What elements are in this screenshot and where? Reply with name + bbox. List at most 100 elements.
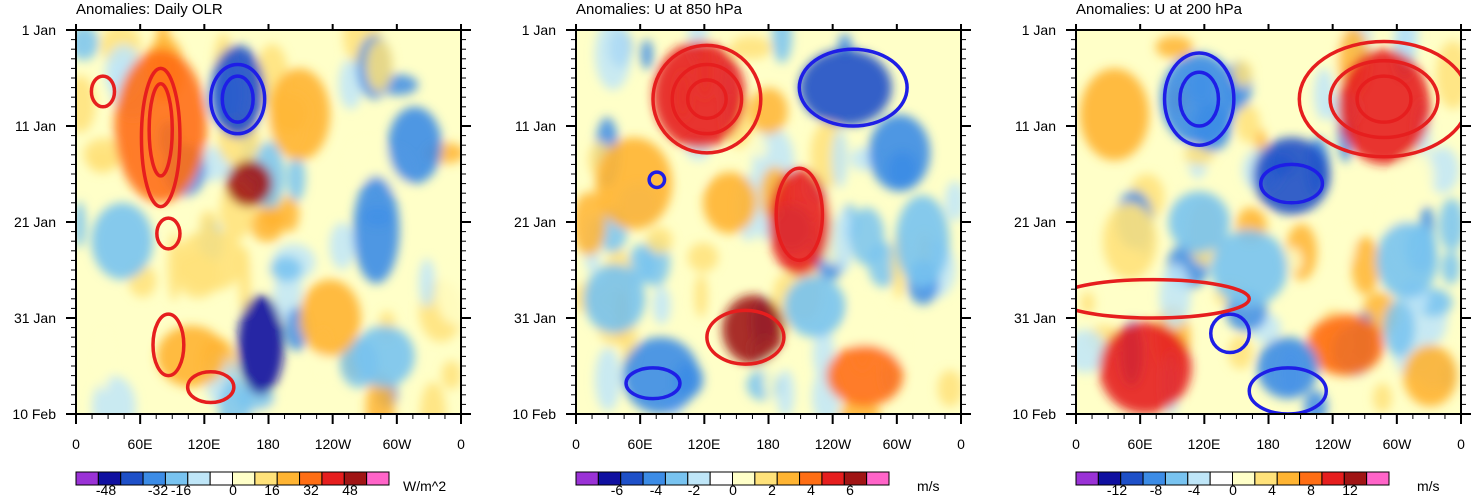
anomaly-patch (226, 160, 273, 207)
colorbar-label: -12 (1107, 482, 1127, 498)
heatmap-field (76, 30, 461, 414)
contour-line (1259, 162, 1325, 205)
x-tick-label: 0 (957, 436, 965, 452)
anomaly-patch (595, 137, 673, 230)
field-patch (436, 264, 461, 326)
y-tick-label: 21 Jan (1014, 214, 1056, 230)
contour-line (670, 62, 744, 136)
anomaly-patch (868, 114, 931, 192)
field-patch (944, 180, 961, 222)
field-patch (1398, 150, 1435, 204)
colorbar-swatch (575, 471, 599, 486)
colorbar-label: 0 (229, 482, 237, 498)
x-tick-label: 120E (1188, 436, 1221, 452)
y-tick-label: 1 Jan (522, 22, 556, 38)
field-patch (96, 329, 111, 392)
anomaly-patch (237, 294, 284, 395)
colorbar-label: 8 (1307, 482, 1315, 498)
field-patch (1155, 35, 1193, 59)
panel-olr: Anomalies: Daily OLR 1 Jan 11 Jan 21 Jan… (12, 1, 471, 498)
contour-line (220, 74, 255, 124)
colorbar-label: 4 (807, 482, 815, 498)
x-tick-label: 60E (128, 436, 153, 452)
colorbar-label: -6 (611, 482, 624, 498)
field-patch (76, 30, 99, 61)
anomaly-patch (268, 68, 331, 161)
x-tick-label: 120E (188, 436, 221, 452)
anomaly-patch (703, 172, 757, 234)
field-patch (1441, 251, 1461, 285)
x-tick-label: 120W (315, 436, 352, 452)
anomaly-patch (826, 344, 904, 407)
anomaly-patch (176, 229, 246, 292)
anomaly-patch (895, 195, 950, 288)
y-tick-label: 10 Feb (12, 406, 56, 422)
x-tick-label: 120W (815, 436, 852, 452)
contour-lines (89, 62, 267, 405)
y-tick-label: 1 Jan (22, 22, 56, 38)
field-patch (1236, 104, 1261, 143)
colorbar-label: 4 (1268, 482, 1276, 498)
anomaly-patch (114, 49, 207, 203)
field-patch (92, 376, 136, 414)
colorbar-swatch (366, 471, 390, 486)
colorbar-label: -4 (1188, 482, 1201, 498)
anomaly-patch (1099, 321, 1192, 414)
x-tick-label: 0 (72, 436, 80, 452)
colorbar-label: 0 (729, 482, 737, 498)
colorbar-label: 6 (846, 482, 854, 498)
colorbar-label: -48 (96, 482, 116, 498)
contour-line (1328, 58, 1440, 140)
field-patch (250, 206, 285, 243)
field-patch (694, 273, 708, 318)
anomaly-patch (387, 106, 442, 184)
colorbar-swatch (1366, 471, 1390, 486)
anomaly-patch (1253, 137, 1331, 215)
colorbar-swatch (1075, 471, 1099, 486)
field-patch (776, 369, 795, 414)
field-patch (1394, 30, 1419, 59)
x-tick-label: 60E (1128, 436, 1153, 452)
colorbar-swatch (187, 471, 211, 486)
contour-line (1162, 51, 1236, 147)
anomaly-patch (353, 175, 400, 284)
colorbar-swatch (620, 471, 644, 486)
field-patch (687, 242, 719, 272)
axis-ticks (1066, 24, 1471, 424)
colorbar-swatch (276, 471, 301, 486)
field-patch (831, 129, 848, 188)
x-tick-label: 0 (572, 436, 580, 452)
field-patch (652, 286, 671, 325)
contour-line (797, 47, 909, 128)
colorbar-label: -32 (148, 482, 168, 498)
field-patch (441, 360, 461, 390)
contour-line (89, 74, 117, 109)
anomaly-patch (1403, 344, 1458, 407)
colorbar-label: 48 (342, 482, 358, 498)
colorbar-units: W/m^2 (403, 478, 446, 494)
panel-title: Anomalies: Daily OLR (76, 1, 223, 18)
colorbar-units: m/s (917, 478, 940, 494)
field-patch (835, 209, 853, 273)
field-patch (199, 210, 218, 236)
anomaly-patch (622, 337, 700, 414)
contour-line (1178, 70, 1221, 128)
field-patch (1351, 236, 1380, 295)
y-tick-label: 21 Jan (14, 214, 56, 230)
field-patch (1372, 383, 1392, 413)
field-patch (365, 39, 393, 93)
anomaly-patch (1102, 202, 1157, 280)
colorbar-swatch (664, 471, 689, 486)
field-patch (1383, 299, 1416, 357)
field-patch (576, 192, 606, 256)
colorbar-units: m/s (1417, 478, 1440, 494)
anomaly-patch (1160, 53, 1238, 146)
contour-line (651, 43, 763, 155)
x-tick-label: 60W (883, 436, 913, 452)
field-patch (1232, 60, 1253, 87)
field-patch (594, 30, 632, 91)
contour-line (685, 78, 728, 121)
axis-ticks (566, 24, 971, 424)
anomaly-patch (1079, 68, 1150, 161)
